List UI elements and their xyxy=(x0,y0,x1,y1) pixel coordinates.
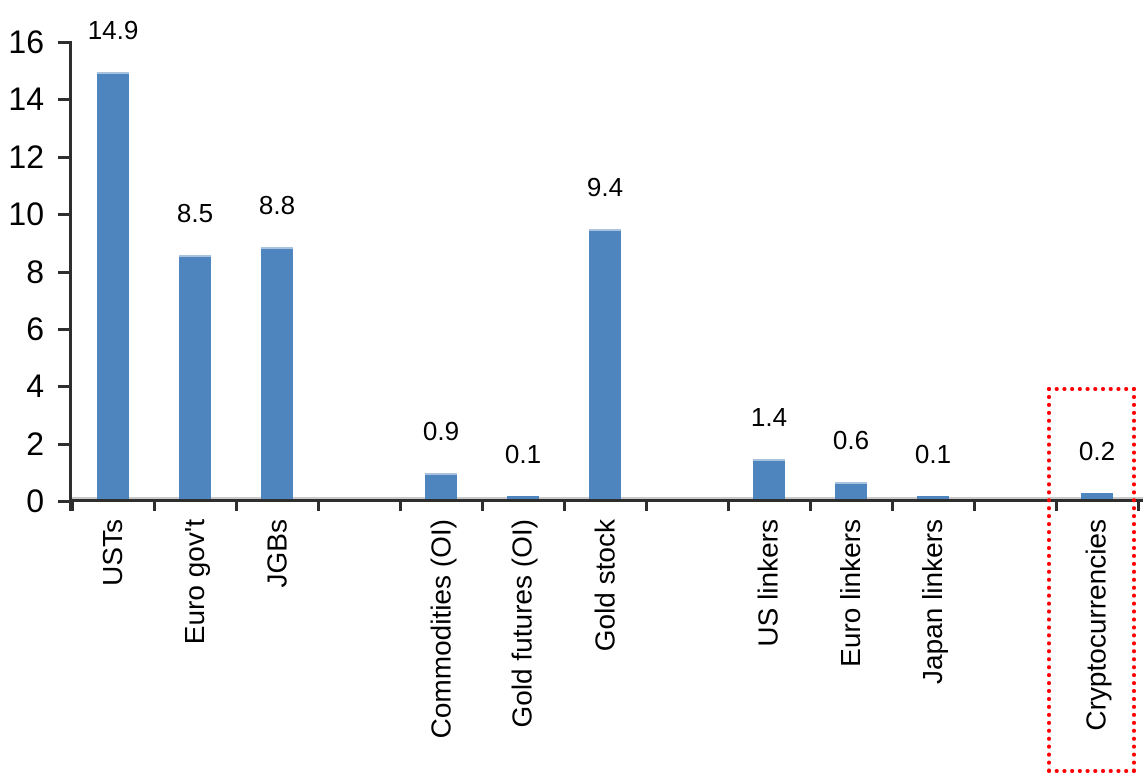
x-category-label-text: JGBs xyxy=(261,519,292,588)
x-axis-tick xyxy=(563,502,566,511)
bar xyxy=(835,482,867,499)
x-category-label-text: US linkers xyxy=(753,519,784,647)
y-axis-line xyxy=(69,42,72,511)
bar xyxy=(261,247,293,499)
x-axis-tick xyxy=(399,502,402,511)
x-axis-tick xyxy=(153,502,156,511)
bar xyxy=(917,496,949,499)
x-axis-tick xyxy=(71,502,74,511)
y-axis-tick xyxy=(58,328,72,331)
y-tick-label: 14 xyxy=(8,81,44,117)
y-tick-label: 16 xyxy=(8,24,44,60)
x-category-label-text: Commodities (OI) xyxy=(425,519,456,739)
x-category-label-text: Japan linkers xyxy=(917,519,948,684)
y-tick-label: 4 xyxy=(26,368,44,404)
x-axis-tick xyxy=(973,502,976,511)
bar-value-label: 0.6 xyxy=(832,425,870,455)
y-axis-tick xyxy=(58,500,72,503)
bar-value-label: 0.2 xyxy=(1078,436,1116,466)
bar-value-label: 9.4 xyxy=(586,172,624,202)
y-tick-label: 10 xyxy=(8,196,44,232)
x-category-label-text: Euro gov't xyxy=(179,519,210,645)
x-category-label-text: USTs xyxy=(97,519,128,586)
x-axis-line xyxy=(72,499,1143,502)
x-axis-tick xyxy=(481,502,484,511)
x-axis-tick xyxy=(727,502,730,511)
x-axis-tick xyxy=(645,502,648,511)
bar xyxy=(1081,493,1113,499)
bar xyxy=(97,72,129,499)
x-axis-tick xyxy=(809,502,812,511)
bar xyxy=(179,255,211,499)
x-category-label-text: Gold futures (OI) xyxy=(507,519,538,728)
bar xyxy=(425,473,457,499)
y-axis-tick xyxy=(58,41,72,44)
x-axis-tick xyxy=(235,502,238,511)
y-axis-tick xyxy=(58,98,72,101)
y-tick-label: 12 xyxy=(8,139,44,175)
bar-value-label: 0.1 xyxy=(914,439,952,469)
bar-value-label: 14.9 xyxy=(87,15,139,45)
y-axis-tick xyxy=(58,443,72,446)
bar-value-label: 0.9 xyxy=(422,416,460,446)
highlight-box xyxy=(1047,387,1136,773)
y-tick-label: 6 xyxy=(26,311,44,347)
x-category-label-text: Gold stock xyxy=(589,519,620,652)
y-axis-tick xyxy=(58,385,72,388)
bar xyxy=(507,496,539,499)
x-axis-tick xyxy=(891,502,894,511)
bar-value-label: 1.4 xyxy=(750,402,788,432)
bar-value-label: 8.5 xyxy=(176,198,214,228)
y-axis-tick xyxy=(58,271,72,274)
y-axis-tick xyxy=(58,213,72,216)
x-axis-tick xyxy=(317,502,320,511)
y-tick-label: 0 xyxy=(26,483,44,519)
bar xyxy=(753,459,785,499)
y-tick-label: 8 xyxy=(26,254,44,290)
bar xyxy=(589,229,621,499)
x-axis-tick xyxy=(1055,502,1058,511)
y-axis-tick xyxy=(58,156,72,159)
bar-value-label: 8.8 xyxy=(258,190,296,220)
bar-value-label: 0.1 xyxy=(504,439,542,469)
x-axis-tick xyxy=(1137,502,1140,511)
y-tick-label: 2 xyxy=(26,426,44,462)
x-category-label-text: Euro linkers xyxy=(835,519,866,667)
